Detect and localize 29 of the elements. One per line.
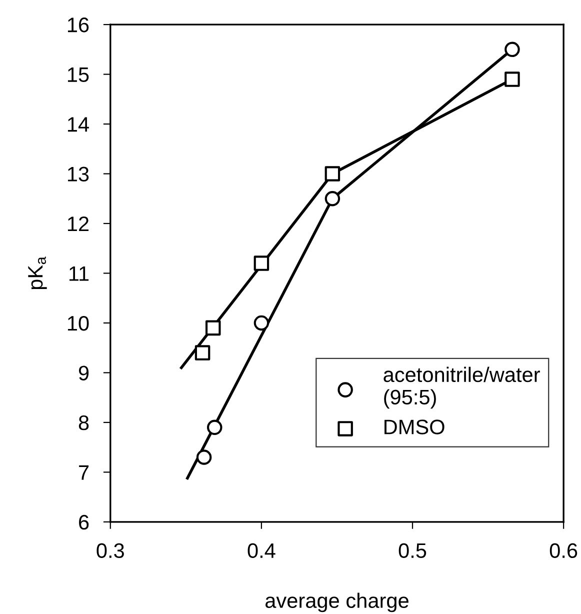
point — [504, 72, 520, 87]
y-tick-label: 16 — [68, 18, 89, 32]
point — [324, 166, 340, 182]
x-axis-title: average charge — [265, 592, 408, 612]
y-tick-label: 15 — [68, 68, 89, 82]
point — [205, 320, 221, 336]
y-tick-label: 6 — [79, 514, 89, 530]
y-tick-label: 12 — [68, 216, 89, 232]
y-tick-label: 7 — [79, 465, 89, 480]
y-tick-label: 8 — [78, 415, 89, 430]
point — [194, 345, 210, 360]
y-axis-title: pK$_{a}$ — [28, 256, 47, 290]
point — [254, 315, 270, 331]
point — [254, 256, 270, 271]
x-tick-label: 0.5 — [398, 543, 426, 558]
legend-label: DMSO — [384, 420, 444, 434]
y-tick-label: 11 — [70, 266, 89, 281]
x-tick-label: 0.3 — [96, 543, 124, 558]
y-tick-label: 14 — [68, 117, 89, 132]
y-tick-label: 13 — [68, 166, 89, 182]
legend-label: acetonitrile/water (95:5) — [384, 366, 540, 409]
y-tick-label: 9 — [78, 366, 89, 380]
point — [324, 190, 340, 206]
x-tick-label: 0.4 — [248, 543, 276, 558]
x-tick-label: 0.6 — [550, 543, 578, 558]
point — [504, 42, 520, 58]
point — [206, 420, 222, 436]
y-tick-label: 10 — [68, 316, 89, 331]
point — [196, 450, 212, 465]
